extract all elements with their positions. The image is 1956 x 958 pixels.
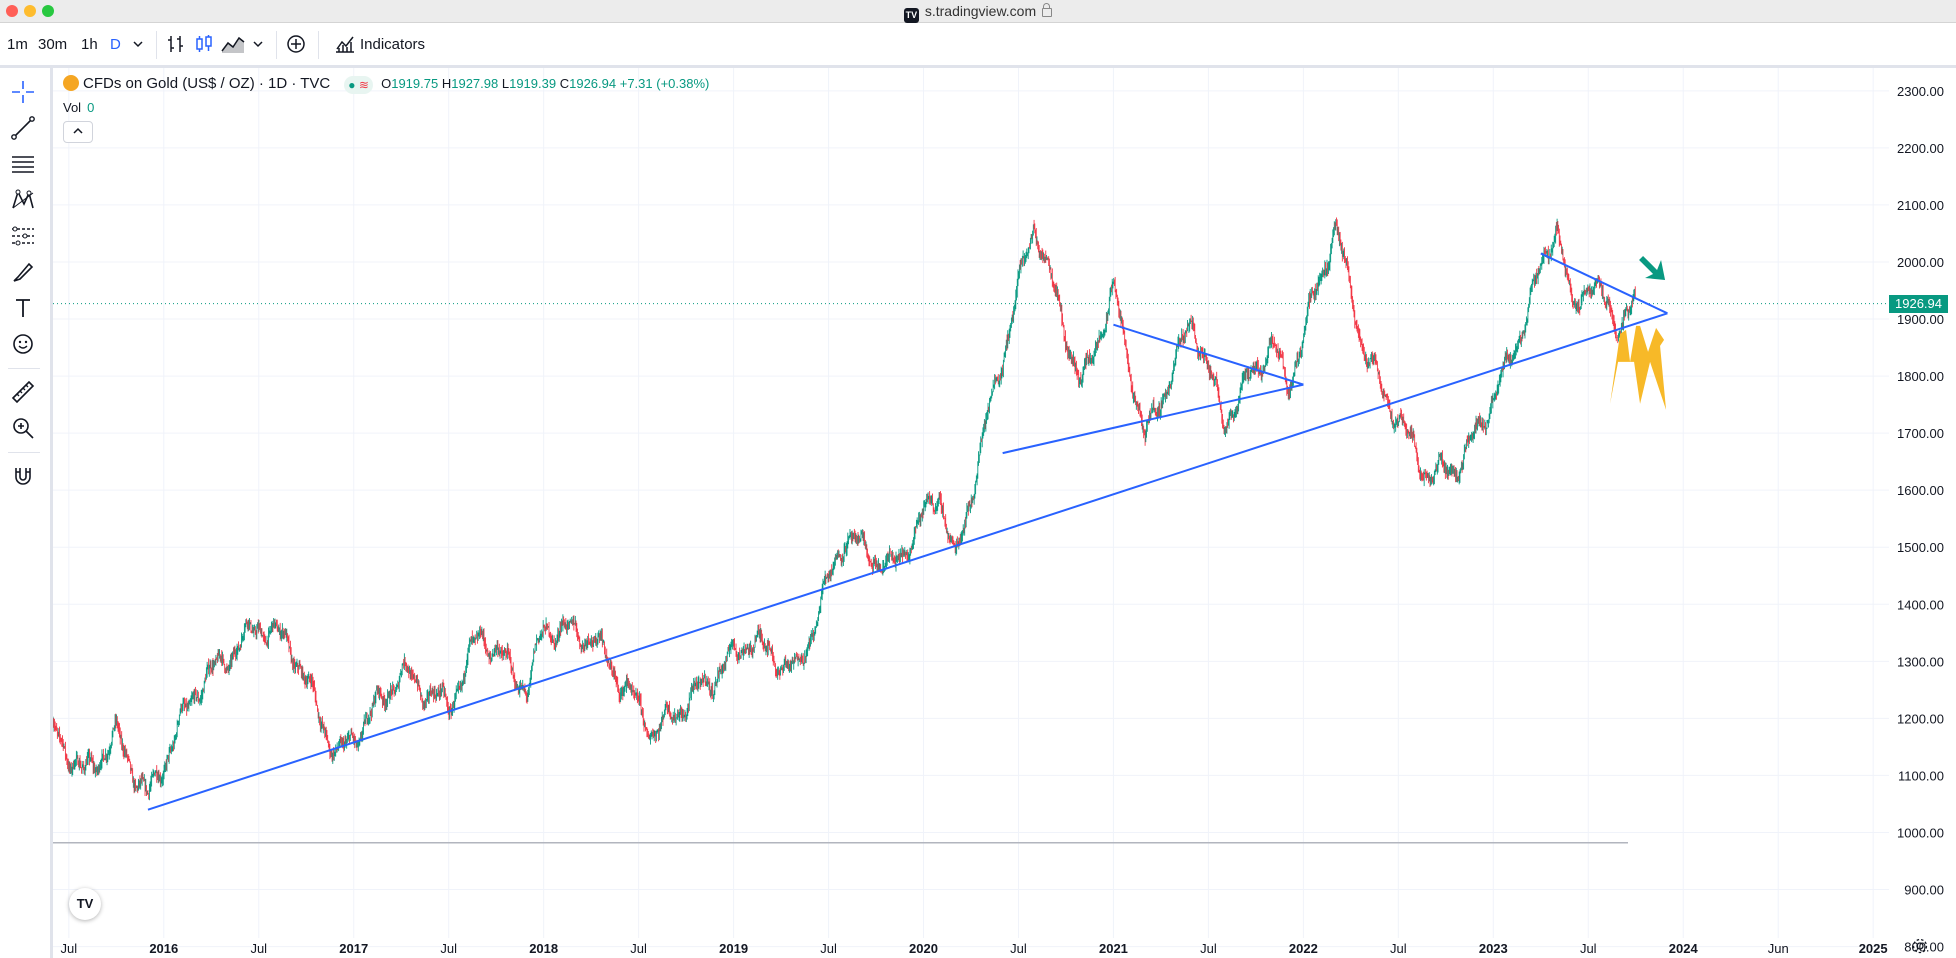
url-text: s.tradingview.com (924, 3, 1037, 19)
tradingview-logo-icon[interactable]: TV (69, 888, 101, 920)
time-tick-label: Jul (440, 941, 457, 956)
time-tick-label: 2023 (1479, 941, 1508, 956)
minimize-window-button[interactable] (24, 5, 36, 17)
symbol-title[interactable]: CFDs on Gold (US$ / OZ) · 1D · TVC (83, 75, 331, 92)
magnet-icon[interactable] (9, 462, 37, 490)
gold-symbol-icon (63, 75, 79, 91)
volume-value: 0 (87, 100, 95, 115)
indicators-icon[interactable] (335, 35, 355, 53)
symbol-legend: CFDs on Gold (US$ / OZ) · 1D · TVC ● ≋ O1… (63, 75, 709, 97)
time-tick-label: 2019 (719, 941, 748, 956)
fib-retracement-icon[interactable] (9, 150, 37, 178)
chart-type-chevron-icon[interactable] (253, 39, 263, 49)
price-chart[interactable]: 2300.00 2200.00 2100.00 2000.00 1900.00 1800.… (53, 68, 1956, 958)
price-tick-label: 1900.00 (1897, 312, 1944, 327)
time-tick-label: Jul (1390, 941, 1407, 956)
trendline[interactable] (1002, 383, 1304, 455)
price-tick-label: 2100.00 (1897, 198, 1944, 213)
trendline-drawings[interactable] (147, 252, 1668, 811)
forecasting-tool-icon[interactable] (9, 222, 37, 250)
time-tick-label: Jul (1580, 941, 1597, 956)
price-axis[interactable]: 2300.00 2200.00 2100.00 2000.00 1900.00 1800.… (1897, 84, 1944, 955)
price-tick-label: 1000.00 (1897, 825, 1944, 840)
ruler-icon[interactable] (9, 378, 37, 406)
brush-icon[interactable] (9, 258, 37, 286)
price-tick-label: 1500.00 (1897, 540, 1944, 555)
time-tick-label: 2020 (909, 941, 938, 956)
candlestick-series (53, 217, 1636, 801)
price-tick-label: 1800.00 (1897, 369, 1944, 384)
market-status-badge[interactable]: ● ≋ (344, 76, 373, 94)
yellow-arrows-annotation[interactable] (1610, 325, 1667, 410)
bar-style-icon[interactable] (166, 34, 186, 54)
current-price-label: 1926.94 (1889, 294, 1948, 313)
interval-1m-button[interactable]: 1m (7, 36, 28, 53)
crosshair-icon[interactable] (9, 78, 37, 106)
time-axis[interactable]: Jul 2016 Jul 2017 Jul 2018 Jul 2019 Jul 2020 Jul 20… (61, 941, 1888, 956)
ohlc-values: O1919.75 H1927.98 L1919.39 C1926.94 +7.3… (381, 76, 710, 91)
chart-grid (53, 68, 1889, 948)
trend-line-icon[interactable] (9, 114, 37, 142)
price-tick-label: 1300.00 (1897, 654, 1944, 669)
candles-icon[interactable] (194, 34, 214, 54)
interval-dropdown-chevron-icon[interactable] (133, 39, 143, 49)
pattern-tool-icon[interactable] (9, 186, 37, 214)
trendline[interactable] (1113, 323, 1304, 386)
time-tick-label: Jun (1768, 941, 1789, 956)
collapse-legend-button[interactable] (63, 121, 93, 143)
interval-d-button[interactable]: D (110, 36, 121, 53)
zoom-in-icon[interactable] (9, 414, 37, 442)
trendline[interactable] (147, 312, 1668, 811)
toolbar-divider (156, 31, 157, 59)
close-window-button[interactable] (6, 5, 18, 17)
address-bar[interactable]: TV s.tradingview.com (0, 3, 1956, 23)
time-tick-label: 2018 (529, 941, 558, 956)
annotation-arrows[interactable] (1610, 255, 1667, 410)
chevron-up-icon (73, 127, 83, 134)
price-tick-label: 2000.00 (1897, 255, 1944, 270)
time-tick-label: Jul (820, 941, 837, 956)
price-tick-label: 1200.00 (1897, 711, 1944, 726)
indicators-button[interactable]: Indicators (360, 36, 426, 53)
price-tick-label: 900.00 (1904, 883, 1944, 898)
time-tick-label: Jul (61, 941, 78, 956)
volume-legend: Vol 0 (63, 100, 94, 115)
time-tick-label: 2016 (149, 941, 178, 956)
volume-label: Vol (63, 100, 82, 115)
toolbar-divider (276, 31, 277, 59)
price-tick-label: 1700.00 (1897, 426, 1944, 441)
window-title-bar: TV s.tradingview.com (0, 0, 1956, 23)
time-tick-label: Jul (630, 941, 647, 956)
time-tick-label: 2017 (339, 941, 368, 956)
time-tick-label: Jul (1200, 941, 1217, 956)
top-toolbar: 1m 30m 1h D Indicators (0, 23, 1956, 68)
price-tick-label: 1100.00 (1898, 768, 1944, 783)
lock-icon (1042, 3, 1053, 17)
area-chart-icon[interactable] (221, 34, 245, 54)
toolbar-divider (318, 31, 319, 59)
drawing-toolbar (0, 68, 53, 958)
add-compare-icon[interactable] (286, 34, 306, 54)
time-tick-label: 2024 (1669, 941, 1699, 956)
time-tick-label: Jul (1010, 941, 1027, 956)
time-tick-label: 2025 (1859, 941, 1888, 956)
interval-1h-button[interactable]: 1h (81, 36, 98, 53)
tool-divider (8, 452, 40, 453)
gear-icon[interactable] (1912, 938, 1928, 954)
tool-divider (8, 368, 40, 369)
trendline[interactable] (1540, 252, 1668, 315)
time-tick-label: Jul (250, 941, 267, 956)
time-tick-label: 2021 (1099, 941, 1128, 956)
price-tick-label: 1600.00 (1897, 483, 1944, 498)
price-tick-label: 1400.00 (1897, 597, 1944, 612)
interval-30m-button[interactable]: 30m (38, 36, 68, 53)
price-tick-label: 2300.00 (1897, 84, 1944, 99)
maximize-window-button[interactable] (42, 5, 54, 17)
text-tool-icon[interactable] (9, 294, 37, 322)
price-tick-label: 2200.00 (1897, 141, 1944, 156)
time-tick-label: 2022 (1289, 941, 1318, 956)
tradingview-favicon-icon: TV (903, 8, 919, 23)
emoji-icon[interactable] (9, 330, 37, 358)
green-arrow-annotation[interactable] (1639, 255, 1666, 280)
